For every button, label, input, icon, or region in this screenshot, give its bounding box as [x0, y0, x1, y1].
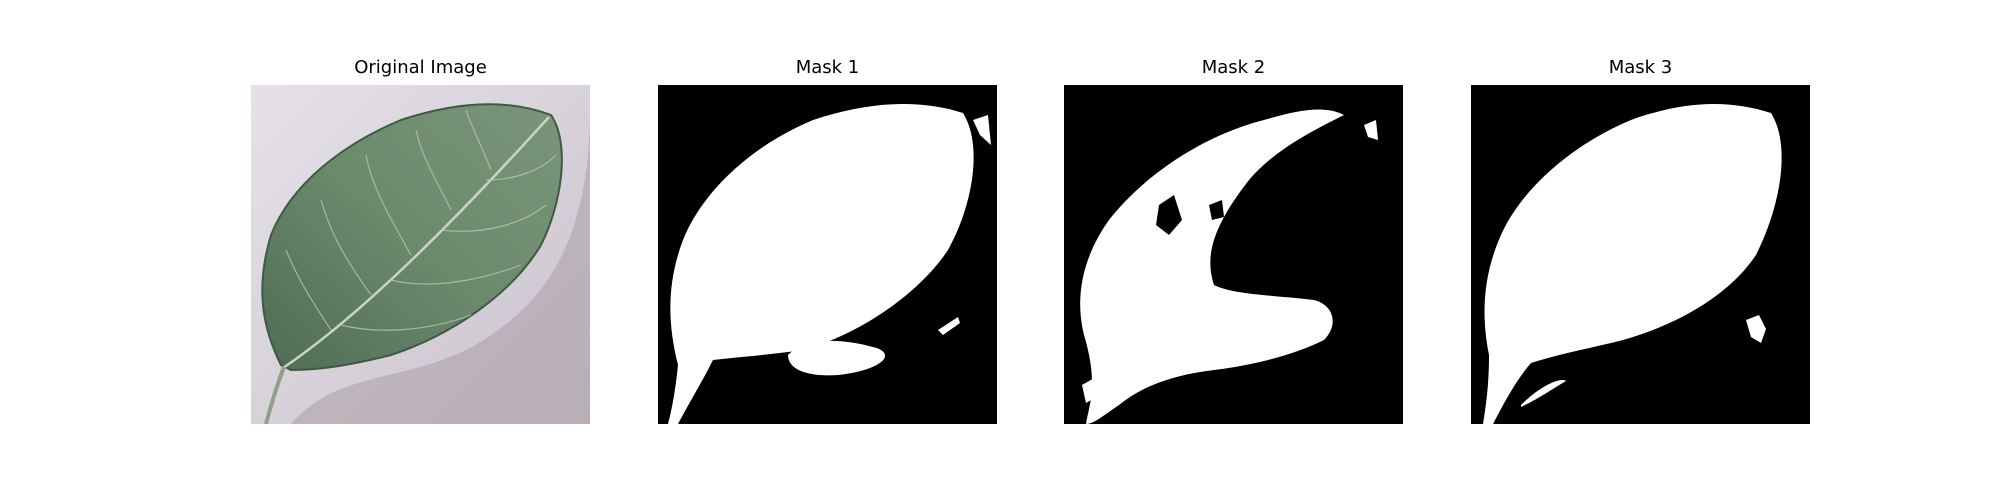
- panel-title: Original Image: [354, 57, 487, 78]
- panel-title: Mask 2: [1201, 57, 1266, 78]
- panel-title: Mask 1: [795, 57, 860, 78]
- original-leaf-photo: [251, 85, 590, 424]
- mask-3-image: [1471, 85, 1810, 424]
- mask-1-image: [658, 85, 997, 424]
- panel-title: Mask 3: [1608, 57, 1673, 78]
- mask-2-image: [1064, 85, 1403, 424]
